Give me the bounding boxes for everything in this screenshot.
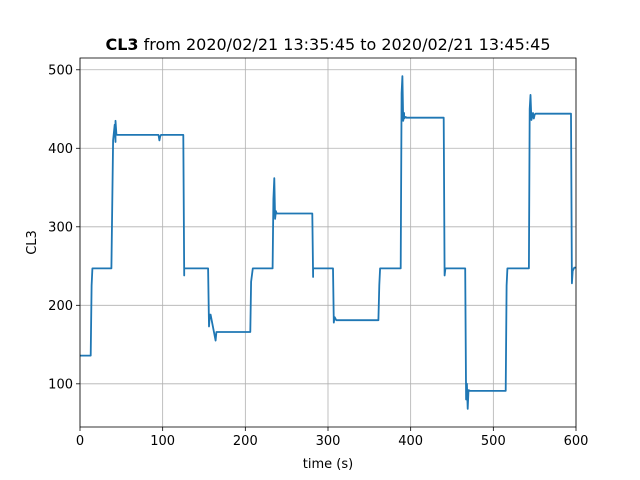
series-line [80, 75, 576, 410]
y-tick-label: 100 [48, 377, 73, 392]
x-tick-label: 100 [150, 434, 175, 449]
y-tick-label: 400 [48, 142, 73, 157]
axis-ticks: 0 100 200 300 400 500 600 100 200 300 400 500 [48, 63, 588, 449]
y-tick-label: 200 [48, 299, 73, 314]
x-tick-label: 200 [233, 434, 258, 449]
x-tick-label: 600 [564, 434, 589, 449]
chart-title-bold: CL3 [105, 35, 138, 54]
chart-title: CL3 from 2020/02/21 13:35:45 to 2020/02/… [105, 35, 550, 54]
y-tick-label: 300 [48, 220, 73, 235]
y-axis-label: CL3 [25, 230, 40, 255]
series-layer [80, 75, 576, 410]
x-tick-label: 500 [481, 434, 506, 449]
grid [79, 58, 577, 427]
x-tick-label: 400 [398, 434, 423, 449]
x-axis-label: time (s) [303, 457, 353, 472]
x-tick-label: 300 [316, 434, 341, 449]
x-tick-label: 0 [76, 434, 84, 449]
chart-title-rest: from 2020/02/21 13:35:45 to 2020/02/21 1… [139, 35, 551, 54]
y-tick-label: 500 [48, 63, 73, 78]
